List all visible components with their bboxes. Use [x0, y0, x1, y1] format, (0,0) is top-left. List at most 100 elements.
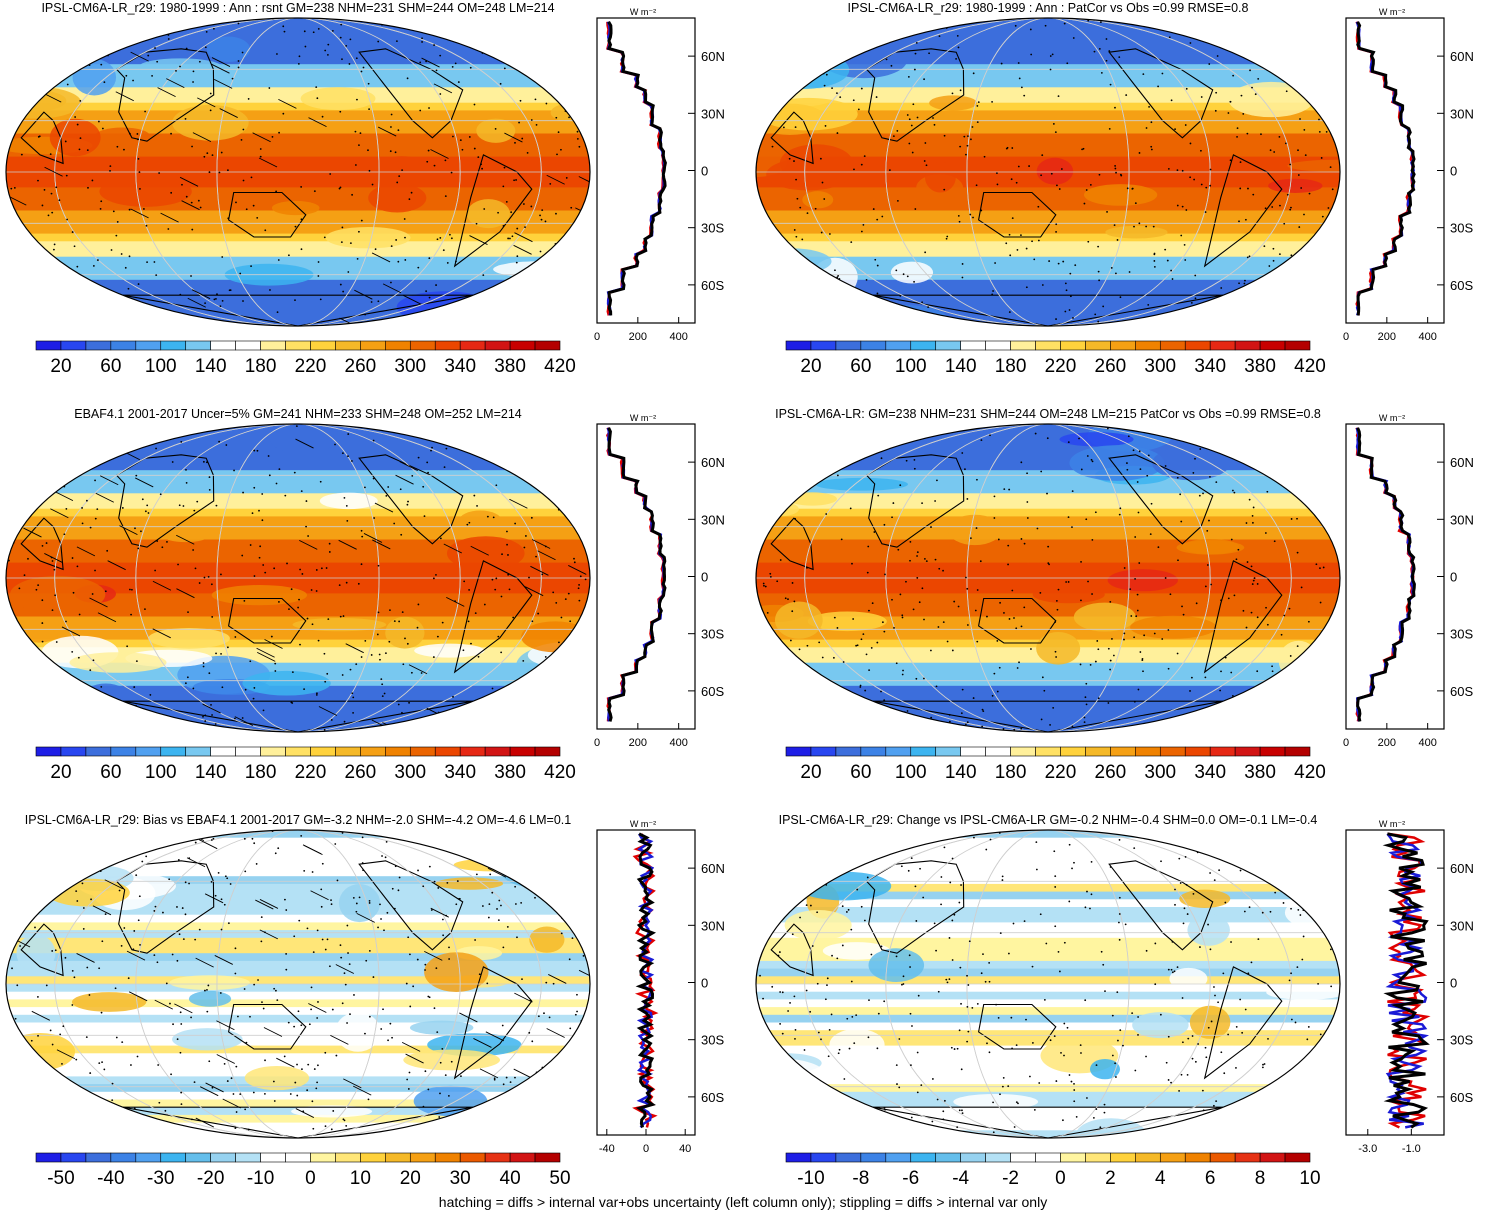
colorbar-swatch [1010, 746, 1036, 757]
colorbar-tick-label: 4 [1155, 1168, 1166, 1189]
profile-curve [1355, 427, 1415, 722]
colorbar-swatch [459, 746, 486, 757]
colorbar-swatch [85, 340, 112, 351]
lat-tick-label: 30S [1450, 221, 1473, 236]
lat-tick-label: 30N [1450, 918, 1474, 933]
profile-x-tick-label: 400 [1418, 331, 1436, 343]
colorbar-tick-label: 300 [1144, 356, 1176, 377]
colorbar-swatch [810, 746, 837, 757]
colorbar-tick-label: 20 [50, 356, 71, 377]
colorbar-tick-label: -40 [97, 1168, 124, 1189]
map-border [5, 17, 591, 327]
colorbar-swatch [1259, 746, 1286, 757]
colorbar-4: 20 60 100 140 180 220 260 300 340 380 420 [785, 746, 1326, 783]
colorbar-swatch [434, 746, 461, 757]
colorbar-swatch [1184, 1152, 1211, 1163]
lat-tick-label: 60S [1450, 1090, 1473, 1105]
colorbar-swatch [1060, 1152, 1086, 1163]
colorbar-swatch [135, 746, 162, 757]
colorbar-tick-label: 220 [295, 356, 327, 377]
colorbar-swatch [135, 340, 162, 351]
colorbar-tick-label: 300 [394, 356, 426, 377]
coastline [1203, 966, 1283, 1080]
zonal-profile-2: 60N 30N 0 30S 60S 0 200 400 W m⁻² [1343, 7, 1474, 343]
profile-curve [605, 21, 666, 316]
map-field [6, 424, 590, 732]
profile-x-tick-label: -3.0 [1358, 1143, 1377, 1155]
colorbar-swatch [534, 746, 561, 757]
colorbar-swatch [409, 1152, 436, 1163]
colorbar-swatch [385, 746, 411, 757]
lat-tick-label: 60N [701, 861, 725, 876]
lat-tick-label: 30N [701, 512, 725, 527]
colorbar-tick-label: 340 [444, 762, 476, 783]
colorbar-swatch [1259, 1152, 1286, 1163]
coastline [977, 1003, 1057, 1050]
colorbar-tick-label: 140 [195, 762, 227, 783]
colorbar-swatch [360, 340, 386, 351]
lat-tick-label: 0 [701, 570, 708, 585]
colorbar-tick-label: 10 [350, 1168, 371, 1189]
lat-tick-label: 30S [701, 1033, 724, 1048]
lat-tick-label: 30N [701, 918, 725, 933]
colorbar-tick-label: 380 [494, 762, 526, 783]
profile-unit-label: W m⁻² [1379, 819, 1405, 829]
coastline [1203, 560, 1283, 674]
coastline [453, 154, 533, 268]
profile-x-tick-label: 400 [1418, 737, 1436, 749]
colorbar-swatch [110, 746, 137, 757]
colorbar-tick-label: -2 [1002, 1168, 1019, 1189]
colorbar-swatch [60, 340, 87, 351]
colorbar-tick-label: 20 [50, 762, 71, 783]
coastline [115, 860, 215, 954]
colorbar-swatch [885, 340, 912, 351]
colorbar-swatch [1010, 1152, 1036, 1163]
lat-tick-label: 0 [701, 164, 708, 179]
colorbar-tick-label: 420 [544, 762, 576, 783]
colorbar-swatch [110, 1152, 137, 1163]
colorbar-swatch [260, 340, 286, 351]
colorbar-tick-label: 20 [800, 356, 821, 377]
map-field [6, 830, 590, 1138]
colorbar-swatch [360, 746, 386, 757]
lat-tick-label: 0 [1450, 164, 1457, 179]
colorbar-swatch [434, 340, 461, 351]
colorbar-tick-label: 220 [295, 762, 327, 783]
colorbar-swatch [285, 746, 311, 757]
colorbar-swatch [860, 340, 887, 351]
map-field [756, 18, 1340, 326]
profile-curve [1382, 832, 1430, 1129]
colorbar-swatch [260, 746, 286, 757]
colorbar-swatch [60, 1152, 87, 1163]
lat-tick-label: 30S [1450, 1033, 1473, 1048]
map-field [756, 424, 1340, 732]
colorbar-swatch [1284, 1152, 1311, 1163]
colorbar-swatch [785, 746, 812, 757]
colorbar-swatch [1209, 340, 1236, 351]
map-panel-6 [755, 829, 1341, 1139]
colorbar-tick-label: 420 [544, 356, 576, 377]
profile-x-tick-label: 200 [1378, 331, 1396, 343]
colorbar-tick-label: 300 [1144, 762, 1176, 783]
colorbar-swatch [910, 340, 937, 351]
panel-title-1: IPSL-CM6A-LR_r29: 1980-1999 : Ann : rsnt… [41, 1, 554, 15]
colorbar-swatch [85, 746, 112, 757]
colorbar-swatch [985, 340, 1011, 351]
colorbar-swatch [185, 1152, 211, 1163]
profile-x-tick-label: 400 [669, 331, 687, 343]
map-border [5, 423, 591, 733]
profile-x-tick-label: -40 [599, 1143, 615, 1155]
panel-title-3: EBAF4.1 2001-2017 Uncer=5% GM=241 NHM=23… [74, 407, 522, 421]
colorbar-swatch [1234, 1152, 1261, 1163]
colorbar-swatch [935, 340, 961, 351]
profile-unit-label: W m⁻² [1379, 413, 1405, 423]
colorbar-swatch [1135, 340, 1161, 351]
colorbar-swatch [860, 1152, 887, 1163]
colorbar-tick-label: 10 [1299, 1168, 1320, 1189]
coastline [872, 1106, 1224, 1138]
colorbar-swatch [434, 1152, 461, 1163]
zonal-profile-6: 60N 30N 0 30S 60S -3.0 -1.0 W m⁻² [1345, 819, 1474, 1155]
colorbar-swatch [1135, 1152, 1161, 1163]
colorbar-tick-label: 30 [450, 1168, 471, 1189]
